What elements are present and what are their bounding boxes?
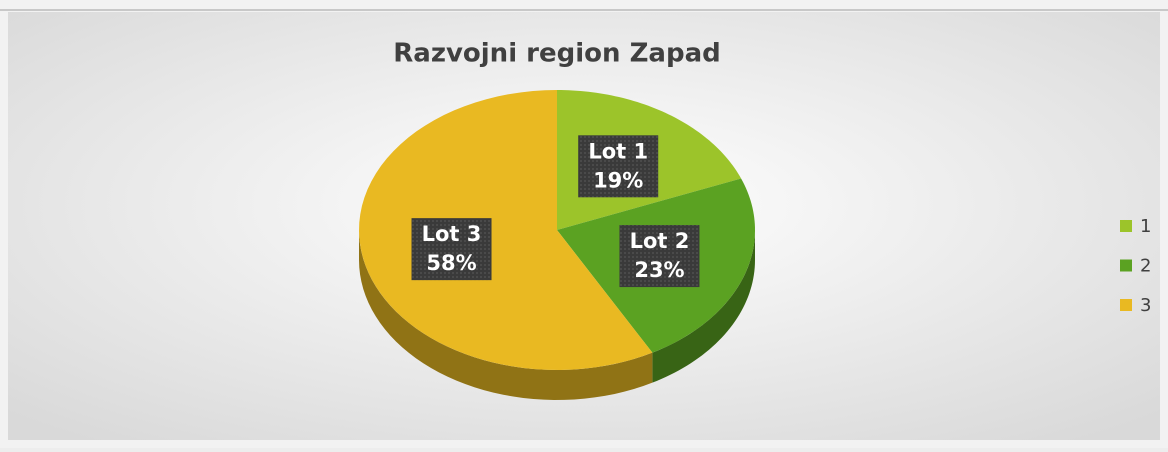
- chart-title: Razvojni region Zapad: [393, 39, 720, 69]
- data-label-name: Lot 3: [422, 222, 482, 246]
- legend-swatch: [1120, 220, 1132, 232]
- pie-slice: [359, 90, 653, 370]
- pie-side: [652, 230, 755, 383]
- data-label-box: [411, 218, 492, 281]
- data-label-box: [578, 135, 659, 198]
- legend-label: 2: [1140, 256, 1151, 277]
- legend-swatch: [1120, 299, 1132, 311]
- data-label-name: Lot 1: [588, 139, 648, 163]
- pie-side: [359, 230, 653, 400]
- legend-swatch: [1120, 259, 1132, 272]
- legend: 1 2 3: [1120, 216, 1151, 316]
- legend-label: 3: [1140, 295, 1151, 316]
- data-label-value: 19%: [593, 168, 643, 192]
- data-label-box: [619, 225, 700, 288]
- data-label-value: 23%: [634, 258, 684, 282]
- legend-label: 1: [1140, 216, 1151, 237]
- data-label-name: Lot 2: [630, 229, 690, 253]
- data-labels: Lot 1 19% Lot 2 23% Lot 3 58%: [411, 135, 700, 288]
- data-label-value: 58%: [426, 251, 476, 275]
